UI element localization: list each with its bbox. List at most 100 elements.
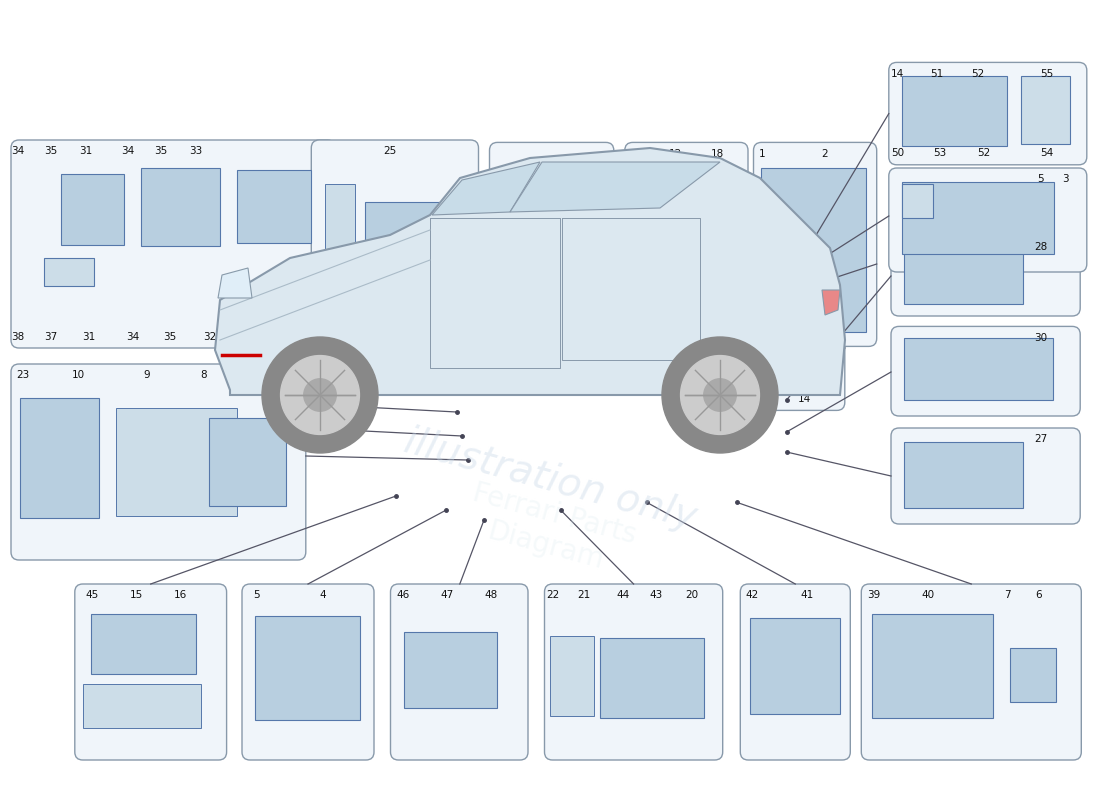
Text: 8: 8 bbox=[200, 370, 207, 381]
Text: 26: 26 bbox=[322, 331, 335, 342]
Text: Ferrari Parts
Diagram: Ferrari Parts Diagram bbox=[461, 479, 639, 581]
Bar bbox=[684, 168, 739, 230]
Text: 28: 28 bbox=[1034, 242, 1047, 253]
FancyBboxPatch shape bbox=[11, 140, 336, 348]
Text: 3: 3 bbox=[1063, 174, 1069, 184]
FancyBboxPatch shape bbox=[311, 140, 478, 348]
FancyBboxPatch shape bbox=[390, 584, 528, 760]
Text: 6: 6 bbox=[1035, 590, 1042, 600]
FancyBboxPatch shape bbox=[11, 364, 306, 560]
Text: 23: 23 bbox=[16, 370, 30, 381]
Text: 42: 42 bbox=[746, 590, 759, 600]
Text: 48: 48 bbox=[484, 590, 497, 600]
FancyBboxPatch shape bbox=[891, 326, 1080, 416]
Text: illustration only: illustration only bbox=[399, 422, 701, 538]
FancyBboxPatch shape bbox=[490, 142, 614, 346]
Text: 51: 51 bbox=[931, 69, 944, 78]
Bar bbox=[504, 166, 597, 312]
Bar bbox=[91, 614, 196, 674]
Bar bbox=[1010, 648, 1056, 702]
Text: 34: 34 bbox=[126, 331, 140, 342]
Polygon shape bbox=[214, 148, 845, 395]
Text: 45: 45 bbox=[86, 590, 99, 600]
Text: 19: 19 bbox=[669, 330, 682, 340]
Polygon shape bbox=[218, 268, 252, 298]
Bar bbox=[116, 408, 236, 516]
Bar bbox=[750, 618, 840, 714]
FancyBboxPatch shape bbox=[242, 584, 374, 760]
Text: 55: 55 bbox=[1041, 69, 1054, 78]
FancyBboxPatch shape bbox=[715, 292, 845, 410]
FancyBboxPatch shape bbox=[625, 142, 748, 346]
Text: 25: 25 bbox=[383, 146, 396, 157]
FancyBboxPatch shape bbox=[891, 428, 1080, 524]
Bar bbox=[365, 202, 455, 296]
Text: 40: 40 bbox=[922, 590, 935, 600]
FancyBboxPatch shape bbox=[889, 62, 1087, 165]
Bar bbox=[550, 636, 594, 716]
Bar bbox=[904, 338, 1053, 400]
Text: 31: 31 bbox=[79, 146, 92, 157]
Text: 34: 34 bbox=[11, 146, 24, 157]
Polygon shape bbox=[432, 162, 540, 215]
FancyBboxPatch shape bbox=[75, 584, 227, 760]
Circle shape bbox=[262, 337, 378, 453]
Text: 10: 10 bbox=[72, 370, 85, 381]
Bar bbox=[629, 168, 675, 220]
Text: 35: 35 bbox=[44, 146, 57, 157]
Text: 11: 11 bbox=[627, 149, 640, 158]
Bar bbox=[872, 614, 993, 718]
Text: 18: 18 bbox=[711, 149, 724, 158]
Text: 50: 50 bbox=[891, 149, 904, 158]
Bar bbox=[82, 684, 201, 728]
Text: 32: 32 bbox=[204, 331, 217, 342]
Bar bbox=[44, 258, 94, 286]
Circle shape bbox=[681, 355, 759, 434]
Text: 33: 33 bbox=[189, 146, 202, 157]
Text: 37: 37 bbox=[44, 331, 57, 342]
Bar bbox=[600, 638, 704, 718]
Bar bbox=[324, 184, 355, 308]
Bar bbox=[209, 418, 286, 506]
Bar bbox=[902, 184, 933, 218]
Text: 15: 15 bbox=[130, 590, 143, 600]
Text: 17: 17 bbox=[711, 330, 724, 340]
Bar bbox=[236, 170, 311, 243]
Text: 5: 5 bbox=[253, 590, 260, 600]
Text: 27: 27 bbox=[1034, 434, 1047, 445]
Text: 7: 7 bbox=[1004, 590, 1011, 600]
Text: 52: 52 bbox=[971, 69, 984, 78]
Bar bbox=[729, 310, 817, 376]
Bar bbox=[141, 168, 220, 246]
Bar bbox=[904, 442, 1023, 508]
Text: 2: 2 bbox=[822, 149, 828, 158]
Text: 49: 49 bbox=[798, 298, 811, 308]
Text: 1: 1 bbox=[759, 149, 766, 158]
Text: 4: 4 bbox=[319, 590, 326, 600]
Bar bbox=[60, 174, 124, 245]
FancyBboxPatch shape bbox=[891, 236, 1080, 316]
Text: 14: 14 bbox=[798, 394, 811, 404]
Text: 41: 41 bbox=[801, 590, 814, 600]
Text: 16: 16 bbox=[174, 590, 187, 600]
Text: 24: 24 bbox=[405, 331, 418, 342]
FancyBboxPatch shape bbox=[740, 584, 850, 760]
FancyBboxPatch shape bbox=[754, 142, 877, 346]
Text: 14: 14 bbox=[891, 69, 904, 78]
Text: 34: 34 bbox=[121, 146, 134, 157]
Bar bbox=[404, 632, 497, 708]
Text: 29: 29 bbox=[531, 330, 544, 340]
Text: 35: 35 bbox=[163, 331, 176, 342]
Bar bbox=[255, 616, 360, 720]
Text: 22: 22 bbox=[547, 590, 560, 600]
FancyBboxPatch shape bbox=[861, 584, 1081, 760]
Polygon shape bbox=[510, 162, 720, 212]
Text: 13: 13 bbox=[627, 330, 640, 340]
Text: 31: 31 bbox=[82, 331, 96, 342]
Text: 30: 30 bbox=[1034, 333, 1047, 342]
FancyBboxPatch shape bbox=[889, 168, 1087, 272]
Circle shape bbox=[704, 378, 736, 411]
Text: 21: 21 bbox=[578, 590, 591, 600]
Text: 35: 35 bbox=[154, 146, 167, 157]
Text: 39: 39 bbox=[867, 590, 880, 600]
